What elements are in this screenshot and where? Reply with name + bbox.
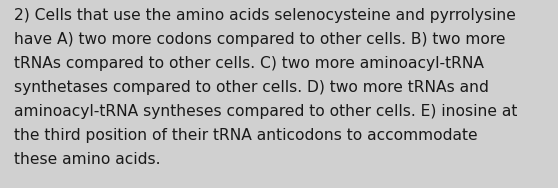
Text: aminoacyl-tRNA syntheses compared to other cells. E) inosine at: aminoacyl-tRNA syntheses compared to oth… (14, 104, 517, 119)
Text: tRNAs compared to other cells. C) two more aminoacyl-tRNA: tRNAs compared to other cells. C) two mo… (14, 56, 484, 71)
Text: the third position of their tRNA anticodons to accommodate: the third position of their tRNA anticod… (14, 128, 478, 143)
Text: have A) two more codons compared to other cells. B) two more: have A) two more codons compared to othe… (14, 32, 506, 47)
Text: 2) Cells that use the amino acids selenocysteine and pyrrolysine: 2) Cells that use the amino acids seleno… (14, 8, 516, 23)
Text: synthetases compared to other cells. D) two more tRNAs and: synthetases compared to other cells. D) … (14, 80, 489, 95)
Text: these amino acids.: these amino acids. (14, 152, 161, 167)
